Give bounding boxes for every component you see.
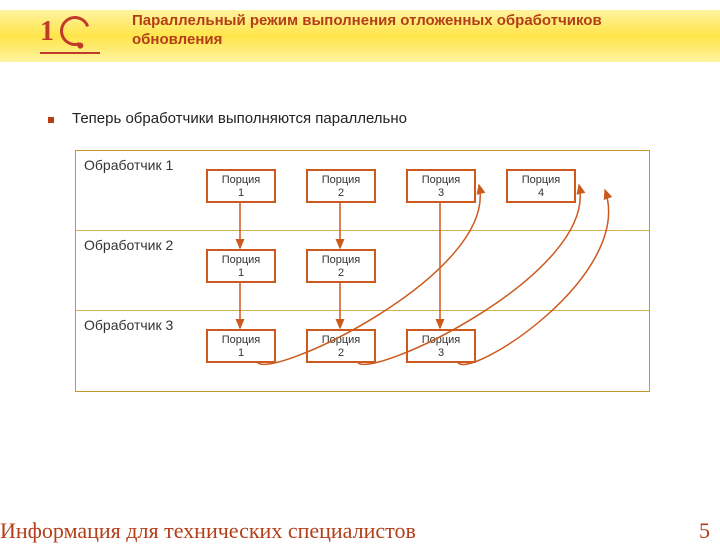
row-label: Обработчик 2 <box>84 237 173 253</box>
logo-c-shape <box>55 11 95 51</box>
slide-title: Параллельный режим выполнения отложенных… <box>132 12 632 50</box>
portion-box: Порция2 <box>306 329 376 363</box>
row-label: Обработчик 3 <box>84 317 173 333</box>
bullet-row: Теперь обработчики выполняются параллель… <box>48 110 407 127</box>
diagram-grid: Обработчик 1 Порция1 Порция2 Порция3 Порция4… <box>75 150 650 392</box>
row-label: Обработчик 1 <box>84 157 173 173</box>
portion-box: Порция4 <box>506 169 576 203</box>
footer-text: Информация для технических специалистов <box>0 518 416 544</box>
portion-box: Порция2 <box>306 169 376 203</box>
bullet-text: Теперь обработчики выполняются параллель… <box>72 110 407 127</box>
portion-box: Порция1 <box>206 249 276 283</box>
grid-row: Обработчик 3 Порция1 Порция2 Порция3 <box>76 311 649 391</box>
grid-row: Обработчик 2 Порция1 Порция2 <box>76 231 649 311</box>
page-number: 5 <box>699 518 710 544</box>
portion-box: Порция3 <box>406 169 476 203</box>
bullet-marker <box>48 117 54 123</box>
logo-underline <box>40 52 100 54</box>
diagram: Обработчик 1 Порция1 Порция2 Порция3 Порция4… <box>75 150 650 410</box>
portion-box: Порция1 <box>206 169 276 203</box>
logo-digit: 1 <box>40 16 54 48</box>
logo-1c: 1 <box>40 14 110 54</box>
portion-box: Порция1 <box>206 329 276 363</box>
portion-box: Порция3 <box>406 329 476 363</box>
grid-row: Обработчик 1 Порция1 Порция2 Порция3 Порция4 <box>76 151 649 231</box>
portion-box: Порция2 <box>306 249 376 283</box>
